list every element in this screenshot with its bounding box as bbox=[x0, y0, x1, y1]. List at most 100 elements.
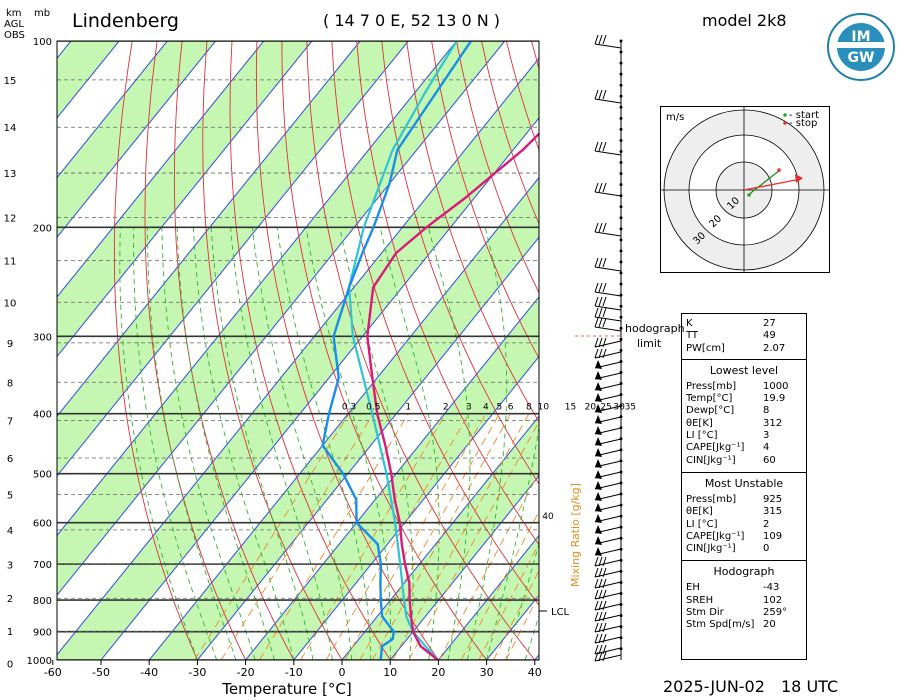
lowest-key: Dewp[°C] bbox=[686, 405, 735, 417]
isotherm-line bbox=[57, 41, 361, 418]
moist-adiabat bbox=[210, 227, 314, 660]
wind-level-dot bbox=[619, 315, 623, 319]
dry-adiabat bbox=[281, 41, 487, 660]
mixing-ratio-line bbox=[359, 413, 500, 660]
mixing-ratio-tick-label: 20 bbox=[585, 403, 597, 413]
lowest-row: Temp[°C] 19.9 bbox=[682, 393, 806, 405]
x-tick-label: 40 bbox=[528, 666, 542, 679]
mixing-ratio-tick-label: 0.3 bbox=[342, 403, 356, 413]
height-tick-label: 5 bbox=[7, 490, 13, 501]
moist-adiabat bbox=[524, 614, 539, 660]
general-value: 27 bbox=[763, 318, 776, 329]
wind-level-dot bbox=[619, 271, 623, 275]
station-coords: ( 14 7 0 E, 52 13 0 N ) bbox=[323, 11, 501, 30]
lowest-key: CIN[Jkg⁻¹] bbox=[686, 454, 736, 466]
unstable-value: 925 bbox=[763, 493, 783, 505]
hodograph-start-point bbox=[747, 193, 751, 197]
unstable-key: Press[mb] bbox=[686, 493, 737, 505]
dry-adiabat bbox=[173, 41, 295, 660]
dry-adiabat bbox=[456, 41, 539, 294]
general-row: TT 49 bbox=[682, 330, 806, 342]
wind-level-dot bbox=[619, 50, 623, 54]
pressure-tick-label: 600 bbox=[33, 519, 52, 530]
isotherm-line bbox=[57, 41, 313, 358]
station-name: Lindenberg bbox=[72, 10, 179, 32]
moist-adiabat bbox=[192, 227, 295, 660]
wind-barb bbox=[594, 437, 622, 446]
isotherm-line bbox=[293, 355, 539, 660]
x-tick-label: -40 bbox=[140, 666, 158, 679]
mixing-ratio-tick-label: 10 bbox=[538, 403, 550, 413]
general-key: K bbox=[686, 318, 693, 329]
wind-barb bbox=[594, 222, 622, 237]
mixing-ratio-tick-label: 8 bbox=[526, 403, 532, 413]
mixing-ratio-tick-label: 4 bbox=[483, 403, 489, 413]
height-tick-label: 13 bbox=[4, 169, 17, 180]
lowest-key: LI [°C] bbox=[686, 430, 718, 442]
height-tick-label: 4 bbox=[7, 526, 13, 537]
wind-barb bbox=[594, 337, 622, 348]
wind-barb bbox=[594, 651, 622, 662]
mixing-ratio-tick-label: 1 bbox=[405, 403, 411, 413]
hodo-key: Stm Dir bbox=[686, 607, 724, 619]
lowest-key: Temp[°C] bbox=[686, 393, 733, 405]
wind-barb bbox=[594, 536, 622, 545]
pressure-tick-label: 800 bbox=[33, 596, 52, 607]
height-tick-label: 12 bbox=[4, 213, 17, 224]
wind-barb bbox=[594, 556, 622, 567]
height-tick-label: 8 bbox=[7, 378, 13, 389]
pressure-tick-label: 900 bbox=[33, 628, 52, 639]
height-tick-label: 1 bbox=[7, 627, 13, 638]
wind-level-dot bbox=[619, 216, 623, 220]
wind-barb bbox=[594, 182, 622, 197]
wind-barb bbox=[594, 89, 622, 104]
wind-level-dot bbox=[619, 161, 623, 165]
dry-adiabat bbox=[406, 41, 539, 423]
temperature-band bbox=[57, 58, 539, 660]
dewpoint-curve bbox=[321, 41, 472, 660]
isotherm-line bbox=[341, 415, 539, 660]
isotherm-line bbox=[196, 236, 539, 660]
moist-adiabat bbox=[486, 425, 539, 660]
wind-barbs bbox=[594, 34, 623, 662]
lowest-key: θE[K] bbox=[686, 417, 713, 429]
wind-barb bbox=[594, 492, 622, 501]
wind-level-dot bbox=[619, 249, 623, 253]
km-axis-label: km bbox=[6, 8, 22, 19]
valid-date: 2025-JUN-02 bbox=[663, 677, 765, 696]
wind-barb bbox=[594, 307, 622, 322]
wind-level-dot bbox=[619, 39, 623, 43]
stats-panel: K 27 TT 49 PW[cm] 2.07 Lowest level Press[mb]… bbox=[681, 313, 807, 660]
wind-barb bbox=[594, 503, 622, 512]
x-tick-label: 20 bbox=[431, 666, 445, 679]
moist-adiabat bbox=[230, 227, 333, 660]
wind-level-dot bbox=[619, 183, 623, 187]
wind-level-dot bbox=[619, 470, 623, 474]
wind-barb bbox=[594, 622, 622, 633]
lowest-level-title: Lowest level bbox=[709, 363, 779, 377]
lowest-row: CIN[Jkg⁻¹] 60 bbox=[682, 455, 806, 467]
temperature-curve bbox=[366, 132, 539, 660]
unstable-row: Press[mb] 925 bbox=[682, 494, 806, 506]
x-tick-label: 10 bbox=[383, 666, 397, 679]
wind-level-dot bbox=[619, 138, 623, 142]
wind-barb bbox=[594, 393, 622, 402]
mixing-ratio-tick-label: 3 bbox=[466, 403, 472, 413]
wind-barb bbox=[594, 34, 622, 49]
dry-adiabat bbox=[255, 41, 439, 660]
dry-adiabat bbox=[144, 41, 247, 660]
hodo-row: EH -43 bbox=[682, 582, 806, 594]
general-key: PW[cm] bbox=[686, 342, 725, 354]
stats-lowest: Lowest level Press[mb] 1000 Temp[°C] 19.9 De… bbox=[682, 360, 806, 473]
wind-level-dot bbox=[619, 260, 623, 264]
unstable-row: CIN[Jkg⁻¹] 0 bbox=[682, 543, 806, 555]
storm-motion-vector bbox=[743, 178, 802, 191]
dry-adiabat bbox=[356, 41, 539, 546]
wind-barb bbox=[594, 525, 622, 534]
agl-label: AGL bbox=[4, 19, 24, 30]
wind-level-dot bbox=[619, 348, 623, 352]
wind-barb bbox=[594, 470, 622, 479]
hodo-row: SREH 102 bbox=[682, 595, 806, 607]
isotherm-line bbox=[57, 41, 216, 239]
